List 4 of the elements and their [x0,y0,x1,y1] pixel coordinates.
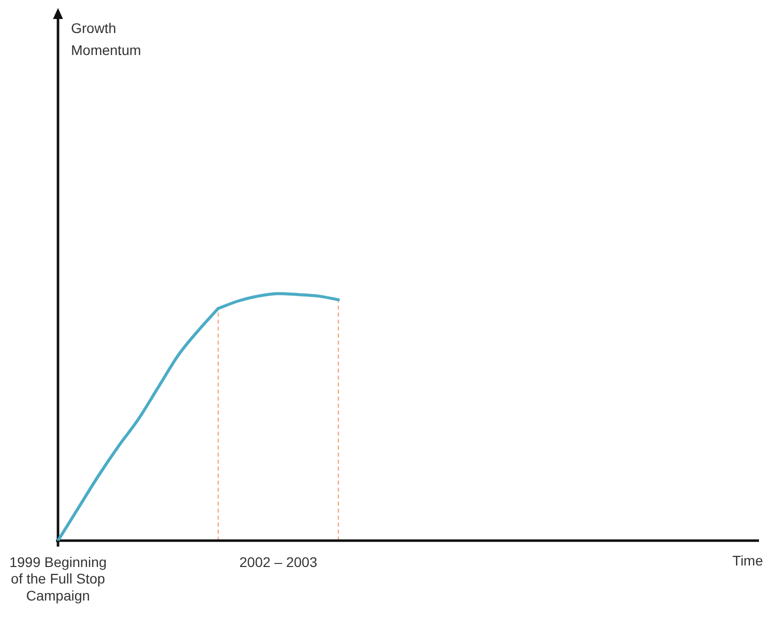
text: Growth Momentum [71,20,142,58]
x-tick-label: 2002 – 2003 [239,554,318,570]
x-tick-label: 1999 Beginning of the Full Stop Campaign [9,554,107,604]
x-axis-title: Time [732,552,764,568]
